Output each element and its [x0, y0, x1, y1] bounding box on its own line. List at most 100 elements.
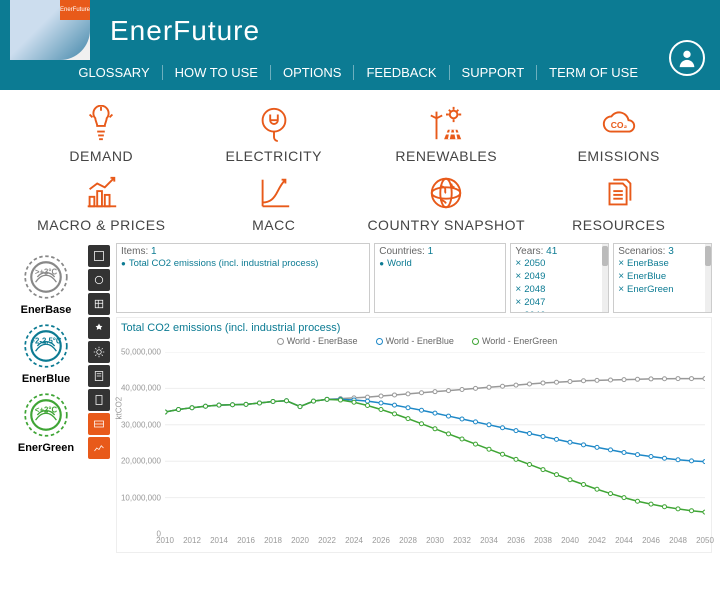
x-tick: 2016: [237, 534, 255, 545]
tool-btn[interactable]: [88, 269, 110, 291]
y-tick: 40,000,000: [121, 384, 165, 393]
filter-item[interactable]: World: [379, 257, 501, 270]
y-axis-label: ktCO2: [115, 397, 124, 420]
filter-item[interactable]: 2050: [515, 257, 604, 270]
tool-btn[interactable]: [88, 341, 110, 363]
cat-label: RESOURCES: [538, 217, 701, 233]
x-tick: 2038: [534, 534, 552, 545]
filter-item[interactable]: EnerBase: [618, 257, 707, 270]
x-tick: 2018: [264, 534, 282, 545]
filter-countries[interactable]: Countries: 1 World: [374, 243, 506, 313]
filter-item[interactable]: 2046: [515, 309, 604, 313]
cat-label: DEMAND: [20, 148, 183, 164]
logo[interactable]: EnerFuture: [10, 0, 90, 60]
filter-item[interactable]: EnerBlue: [618, 270, 707, 283]
svg-text:CO₂: CO₂: [610, 120, 627, 130]
y-tick: 30,000,000: [121, 420, 165, 429]
tool-btn[interactable]: [88, 365, 110, 387]
scenario-badge[interactable]: +2-2.5°CEnerBlue: [20, 320, 72, 385]
x-tick: 2046: [642, 534, 660, 545]
cat-macc[interactable]: MACC: [193, 174, 356, 233]
user-icon[interactable]: [669, 40, 705, 76]
filter-years[interactable]: Years: 41 2050 2049 2048 2047 2046: [510, 243, 609, 313]
filter-scenarios[interactable]: Scenarios: 3 EnerBase EnerBlue EnerGreen: [613, 243, 712, 313]
scrollbar[interactable]: [705, 244, 711, 312]
tool-btn[interactable]: [88, 389, 110, 411]
nav-feedback[interactable]: FEEDBACK: [354, 65, 449, 80]
filter-item[interactable]: 2047: [515, 296, 604, 309]
plot-area: 010,000,00020,000,00030,000,00040,000,00…: [165, 352, 705, 534]
tool-btn-active[interactable]: [88, 413, 110, 435]
app-title: EnerFuture: [110, 15, 260, 47]
top-nav: GLOSSARY HOW TO USE OPTIONS FEEDBACK SUP…: [66, 65, 650, 80]
tool-btn[interactable]: [88, 245, 110, 267]
cat-country[interactable]: COUNTRY SNAPSHOT: [365, 174, 528, 233]
cat-emissions[interactable]: CO₂ EMISSIONS: [538, 105, 701, 164]
x-tick: 2050: [696, 534, 714, 545]
x-tick: 2042: [588, 534, 606, 545]
svg-text:>+3°C: >+3°C: [35, 267, 58, 276]
filter-item[interactable]: EnerGreen: [618, 283, 707, 296]
legend-item: World - EnerBase: [271, 336, 358, 346]
filter-item[interactable]: 2049: [515, 270, 604, 283]
nav-support[interactable]: SUPPORT: [450, 65, 538, 80]
x-tick: 2010: [156, 534, 174, 545]
x-tick: 2048: [669, 534, 687, 545]
cat-label: RENEWABLES: [365, 148, 528, 164]
x-tick: 2024: [345, 534, 363, 545]
chart-title: Total CO2 emissions (incl. industrial pr…: [121, 322, 707, 334]
cat-label: ELECTRICITY: [193, 148, 356, 164]
scenario-badge[interactable]: <+2°CEnerGreen: [18, 389, 74, 454]
x-tick: 2030: [426, 534, 444, 545]
nav-glossary[interactable]: GLOSSARY: [66, 65, 162, 80]
scenario-badge[interactable]: >+3°CEnerBase: [20, 251, 72, 316]
filter-item[interactable]: Total CO2 emissions (incl. industrial pr…: [121, 257, 365, 270]
legend-item: World - EnerBlue: [370, 336, 454, 346]
x-tick: 2014: [210, 534, 228, 545]
y-tick: 20,000,000: [121, 457, 165, 466]
nav-howto[interactable]: HOW TO USE: [163, 65, 271, 80]
tool-btn[interactable]: [88, 317, 110, 339]
x-tick: 2036: [507, 534, 525, 545]
legend-item: World - EnerGreen: [466, 336, 557, 346]
logo-tag: EnerFuture: [60, 0, 90, 20]
toolbar: [88, 243, 112, 553]
cat-label: MACC: [193, 217, 356, 233]
chart-legend: World - EnerBase World - EnerBlue World - …: [121, 334, 707, 350]
cat-renewables[interactable]: RENEWABLES: [365, 105, 528, 164]
x-tick: 2028: [399, 534, 417, 545]
scrollbar[interactable]: [602, 244, 608, 312]
svg-text:+2-2.5°C: +2-2.5°C: [30, 336, 61, 345]
cat-electricity[interactable]: ELECTRICITY: [193, 105, 356, 164]
cat-demand[interactable]: DEMAND: [20, 105, 183, 164]
x-tick: 2032: [453, 534, 471, 545]
tool-btn-active[interactable]: [88, 437, 110, 459]
scenario-column: >+3°CEnerBase+2-2.5°CEnerBlue<+2°CEnerGr…: [8, 243, 84, 553]
category-grid: DEMAND ELECTRICITY RENEWABLES CO₂ EMISSIO…: [0, 90, 720, 243]
cat-label: MACRO & PRICES: [20, 217, 183, 233]
x-tick: 2020: [291, 534, 309, 545]
cat-resources[interactable]: RESOURCES: [538, 174, 701, 233]
x-tick: 2012: [183, 534, 201, 545]
filter-item[interactable]: 2048: [515, 283, 604, 296]
main-area: >+3°CEnerBase+2-2.5°CEnerBlue<+2°CEnerGr…: [0, 243, 720, 553]
nav-terms[interactable]: TERM OF USE: [537, 65, 650, 80]
filters-row: Items: 1 Total CO2 emissions (incl. indu…: [116, 243, 712, 313]
x-tick: 2044: [615, 534, 633, 545]
x-tick: 2034: [480, 534, 498, 545]
chart: Total CO2 emissions (incl. industrial pr…: [116, 317, 712, 553]
x-tick: 2040: [561, 534, 579, 545]
svg-text:<+2°C: <+2°C: [35, 405, 58, 414]
cat-macro[interactable]: MACRO & PRICES: [20, 174, 183, 233]
y-tick: 50,000,000: [121, 348, 165, 357]
tool-btn[interactable]: [88, 293, 110, 315]
x-tick: 2022: [318, 534, 336, 545]
cat-label: COUNTRY SNAPSHOT: [365, 217, 528, 233]
x-tick: 2026: [372, 534, 390, 545]
header: EnerFuture EnerFuture GLOSSARY HOW TO US…: [0, 0, 720, 90]
nav-options[interactable]: OPTIONS: [271, 65, 355, 80]
y-tick: 10,000,000: [121, 493, 165, 502]
filter-items[interactable]: Items: 1 Total CO2 emissions (incl. indu…: [116, 243, 370, 313]
panel: Items: 1 Total CO2 emissions (incl. indu…: [116, 243, 712, 553]
cat-label: EMISSIONS: [538, 148, 701, 164]
